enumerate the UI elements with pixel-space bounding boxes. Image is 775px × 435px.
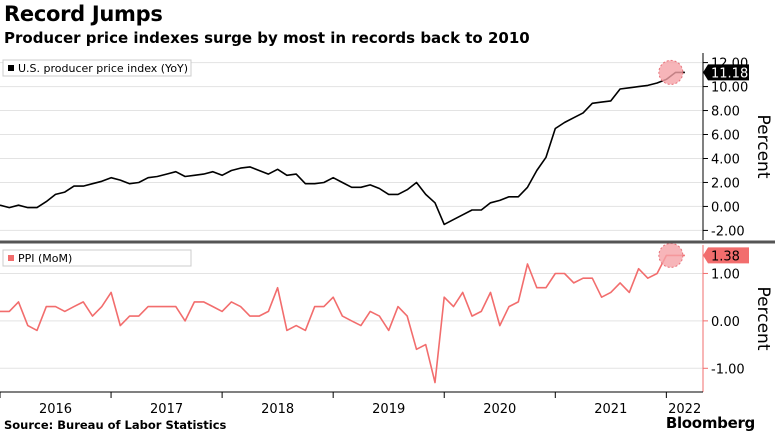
chart-title: Record Jumps (4, 2, 163, 26)
x-tick-label: 2018 (261, 402, 294, 417)
callout-box (703, 247, 749, 264)
x-tick-label: 2019 (372, 402, 405, 417)
legend-box (2, 249, 192, 267)
callout-label: 1.38 (711, 249, 740, 264)
y-tick-label: 2.00 (711, 176, 740, 191)
chart-subtitle: Producer price indexes surge by most in … (4, 29, 530, 47)
legend-swatch (8, 65, 14, 71)
y-tick-label: 1.00 (711, 267, 740, 282)
callout-box (703, 64, 749, 81)
y-tick-label: -1.00 (711, 362, 745, 377)
y-tick-label: 0.00 (711, 200, 740, 215)
legend-label: U.S. producer price index (YoY) (18, 62, 188, 75)
highlight-circle (658, 242, 684, 268)
legend-label: PPI (MoM) (18, 252, 72, 265)
x-tick-label: 2021 (594, 402, 627, 417)
y-tick-label: 8.00 (711, 105, 740, 120)
x-tick-label: 2020 (483, 402, 516, 417)
legend-box (2, 59, 192, 77)
y-tick-label: 0.00 (711, 315, 740, 330)
y-tick-label: 6.00 (711, 129, 740, 144)
y-tick-label: -2.00 (711, 224, 745, 239)
x-tick-label: 2017 (150, 402, 183, 417)
y-tick-label: 4.00 (711, 152, 740, 167)
y-axis-label: Percent (753, 115, 773, 179)
x-tick-label: 2016 (39, 402, 72, 417)
source-note: Source: Bureau of Labor Statistics (4, 418, 227, 432)
yoy-series-line (0, 71, 685, 226)
y-tick-label: 10.00 (711, 81, 748, 96)
y-axis-label: Percent (753, 287, 773, 351)
callout-label: 11.18 (711, 66, 748, 81)
brand-logo: Bloomberg (665, 414, 755, 432)
highlight-circle (658, 59, 684, 85)
x-tick-label: 2022 (668, 402, 701, 417)
legend-swatch (8, 255, 14, 261)
mom-series-line (0, 254, 685, 384)
